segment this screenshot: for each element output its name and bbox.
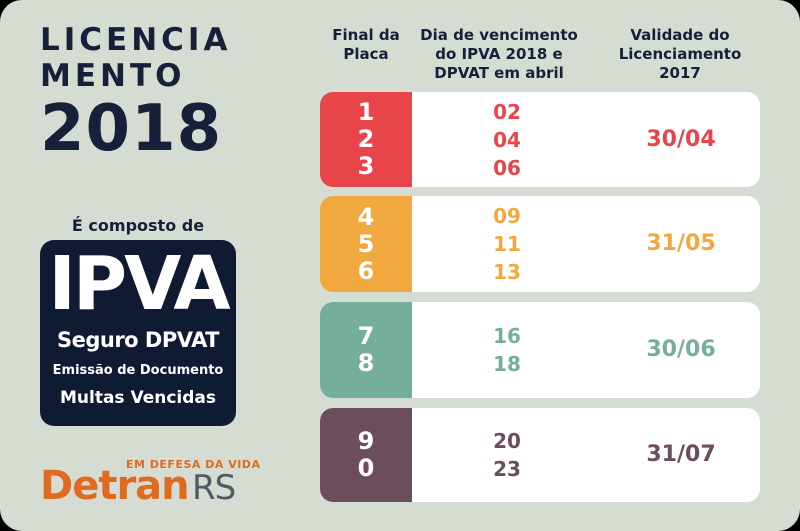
- due-day: 09: [493, 204, 521, 228]
- due-day: 04: [493, 127, 521, 152]
- multas-vencidas-label: Multas Vencidas: [59, 388, 216, 408]
- table-row: 7 8 16 18 30/06: [320, 302, 760, 398]
- title-line-1: LICENCIA: [40, 22, 232, 58]
- plate-digit: 1: [357, 98, 375, 126]
- due-day: 16: [493, 324, 521, 348]
- plate-cell: 1 2 3: [320, 92, 412, 187]
- header-dia-vencimento: Dia de vencimento do IPVA 2018 e DPVAT e…: [420, 26, 578, 82]
- plate-digit: 2: [357, 125, 375, 153]
- plate-cell: 4 5 6: [320, 196, 412, 292]
- due-day: 13: [493, 260, 521, 284]
- days-cell: 20 23: [412, 408, 602, 502]
- header-validade: Validade do Licenciamento 2017: [618, 26, 742, 82]
- detran-rs-logo: EM DEFESA DA VIDA Detran RS: [40, 458, 260, 509]
- validade-cell: 30/06: [646, 337, 716, 362]
- due-day: 11: [493, 232, 521, 256]
- due-day: 06: [493, 155, 521, 180]
- logo-rs: RS: [192, 468, 236, 508]
- composto-label: É composto de: [71, 216, 205, 235]
- days-cell: 16 18: [412, 302, 602, 398]
- plate-digit: 9: [357, 427, 375, 455]
- plate-cell: 9 0: [320, 408, 412, 502]
- plate-digit: 5: [357, 229, 375, 258]
- plate-digit: 3: [357, 152, 375, 180]
- plate-digit: 8: [357, 349, 375, 377]
- validade-cell: 30/04: [646, 127, 716, 152]
- table-row: 4 5 6 09 11 13 31/05: [320, 196, 760, 292]
- page-title: LICENCIA MENTO 2018: [40, 22, 240, 164]
- title-line-2: MENTO: [40, 58, 186, 94]
- logo-tagline: EM DEFESA DA VIDA: [126, 458, 261, 471]
- header-final-placa: Final da Placa: [332, 26, 400, 63]
- emissao-documento-label: Emissão de Documento: [52, 363, 224, 378]
- ipva-heading: IPVA: [48, 241, 230, 327]
- plate-digit: 4: [357, 202, 375, 231]
- logo-detran: Detran: [40, 463, 190, 509]
- table-row: 9 0 20 23 31/07: [320, 408, 760, 502]
- validade-cell: 31/05: [646, 231, 716, 256]
- plate-cell: 7 8: [320, 302, 412, 398]
- days-cell: 09 11 13: [412, 196, 602, 292]
- plate-digit: 7: [357, 322, 375, 350]
- table-row: 1 2 3 02 04 06 30/04: [320, 92, 760, 187]
- plate-digit: 0: [357, 454, 375, 482]
- due-day: 23: [493, 457, 521, 481]
- due-day: 20: [493, 429, 521, 453]
- plate-digit: 6: [357, 256, 375, 285]
- due-day: 02: [493, 99, 521, 124]
- due-day: 18: [493, 352, 521, 376]
- seguro-dpvat-label: Seguro DPVAT: [56, 328, 220, 352]
- validade-cell: 31/07: [646, 442, 716, 467]
- title-year: 2018: [40, 92, 223, 166]
- ipva-box: IPVA Seguro DPVAT Emissão de Documento M…: [40, 240, 236, 426]
- days-cell: 02 04 06: [412, 92, 602, 187]
